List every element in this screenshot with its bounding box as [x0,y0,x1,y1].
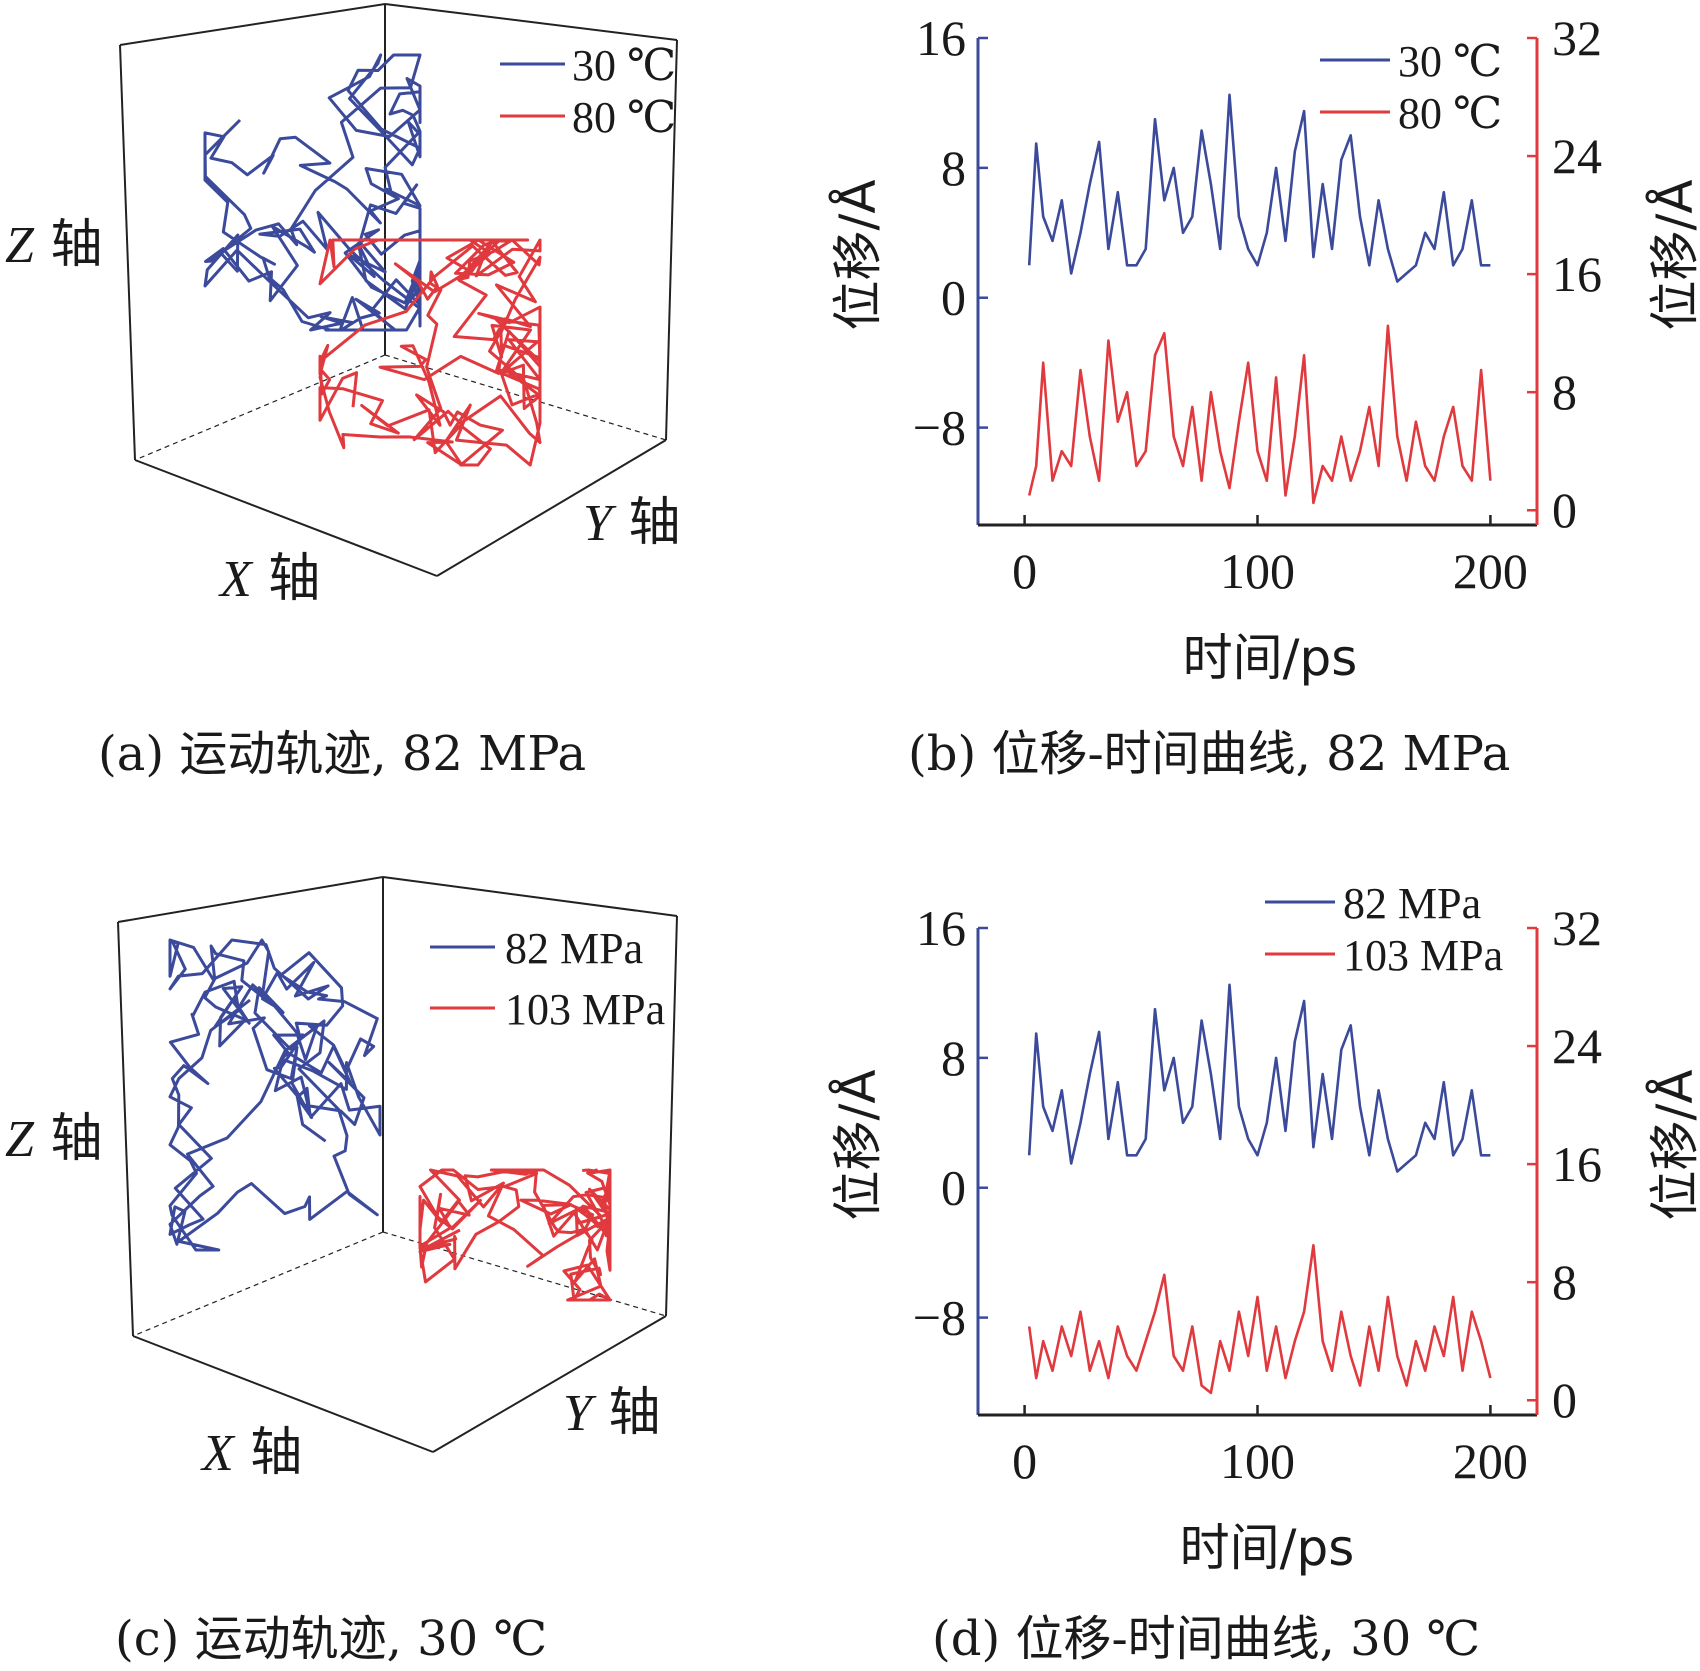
y-tick-label-left: 8 [941,140,966,196]
caption-c: (c) 运动轨迹, 30 ℃ [115,1611,547,1667]
y-tick-label-right: 0 [1552,1372,1577,1428]
series-line-1 [1027,324,1492,505]
y-tick-label-right: 16 [1552,246,1602,302]
ylabel-right-d: 位移/Å [1646,1069,1700,1220]
ylabel-left-b: 位移/Å [829,179,887,330]
box-edge [665,39,678,441]
box-edge-back [384,354,667,441]
y-axis-label-a: Y 轴 [583,493,680,553]
box-edge [432,1315,667,1453]
x-tick-label: 0 [1012,1433,1037,1489]
x-tick-label: 100 [1220,543,1295,599]
z-axis-label-a: Z 轴 [5,215,102,275]
box-edge [119,44,136,461]
legend-label-0: 30 ℃ [1398,37,1502,86]
y-axis-label-c: Y 轴 [563,1383,660,1443]
panel-c-3d-box [117,876,678,1453]
x-tick-label: 200 [1453,1433,1528,1489]
caption-a: (a) 运动轨迹, 82 MPa [98,726,586,782]
x-tick-label: 100 [1220,1433,1295,1489]
trajectory-82MPa [168,938,382,1252]
series-line-0 [1027,983,1491,1173]
y-tick-label-right: 24 [1552,1018,1602,1074]
box-edge-back [134,354,386,461]
y-tick-label-left: 0 [941,1160,966,1216]
legend-label-0: 82 MPa [1343,879,1481,928]
y-tick-label-right: 8 [1552,364,1577,420]
y-tick-label-right: 16 [1552,1136,1602,1192]
y-tick-label-left: 16 [916,10,966,66]
xlabel-d: 时间/ps [1180,1519,1355,1577]
box-edge [117,921,134,1337]
z-axis-label-c: Z 轴 [5,1109,102,1169]
box-edge-back [132,1231,384,1337]
legend-label-1: 80 ℃ [1398,89,1502,138]
panel-b-line-chart: −8 0 8 16 0 8 16 24 32 0 100 200 30 ℃80 ℃ [913,10,1602,599]
y-tick-label-left: −8 [913,400,966,456]
x-axis-label-c: X 轴 [200,1423,302,1483]
y-tick-label-right: 24 [1552,128,1602,184]
trajectory-80C [318,238,542,467]
x-axis-label-a: X 轴 [218,549,320,609]
legend-c: 82 MPa 103 MPa [430,924,665,1034]
trajectory-103MPa [418,1168,612,1302]
x-tick-label: 200 [1453,543,1528,599]
legend-label-103MPa: 103 MPa [505,985,665,1034]
legend-label-1: 103 MPa [1343,931,1503,980]
box-edge [382,876,678,917]
legend-label-80C: 80 ℃ [572,93,676,142]
legend-label-82MPa: 82 MPa [505,924,643,973]
legend-a: 30 ℃ 80 ℃ [500,41,676,142]
series-line-0 [1027,93,1491,283]
box-edge [436,439,667,577]
box-edge [665,915,678,1317]
caption-b: (b) 位移-时间曲线, 82 MPa [908,726,1510,782]
xlabel-b: 时间/ps [1183,629,1358,687]
y-tick-label-right: 32 [1552,900,1602,956]
legend-label-30C: 30 ℃ [572,41,676,90]
y-tick-label-right: 8 [1552,1254,1577,1310]
ylabel-right-b: 位移/Å [1646,179,1700,330]
y-tick-label-right: 32 [1552,10,1602,66]
y-tick-label-left: 8 [941,1030,966,1086]
box-edge [134,459,438,577]
y-tick-label-left: 16 [916,900,966,956]
box-edge [384,3,678,41]
ylabel-left-d: 位移/Å [829,1069,887,1220]
y-tick-label-left: 0 [941,270,966,326]
x-tick-label: 0 [1012,543,1037,599]
y-tick-label-right: 0 [1552,482,1577,538]
box-edge [119,3,386,46]
trajectory-30C [203,53,422,332]
caption-d: (d) 位移-时间曲线, 30 ℃ [932,1611,1480,1667]
series-line-1 [1027,1244,1492,1395]
box-edge [117,876,384,923]
box-edge [132,1335,434,1453]
y-tick-label-left: −8 [913,1290,966,1346]
